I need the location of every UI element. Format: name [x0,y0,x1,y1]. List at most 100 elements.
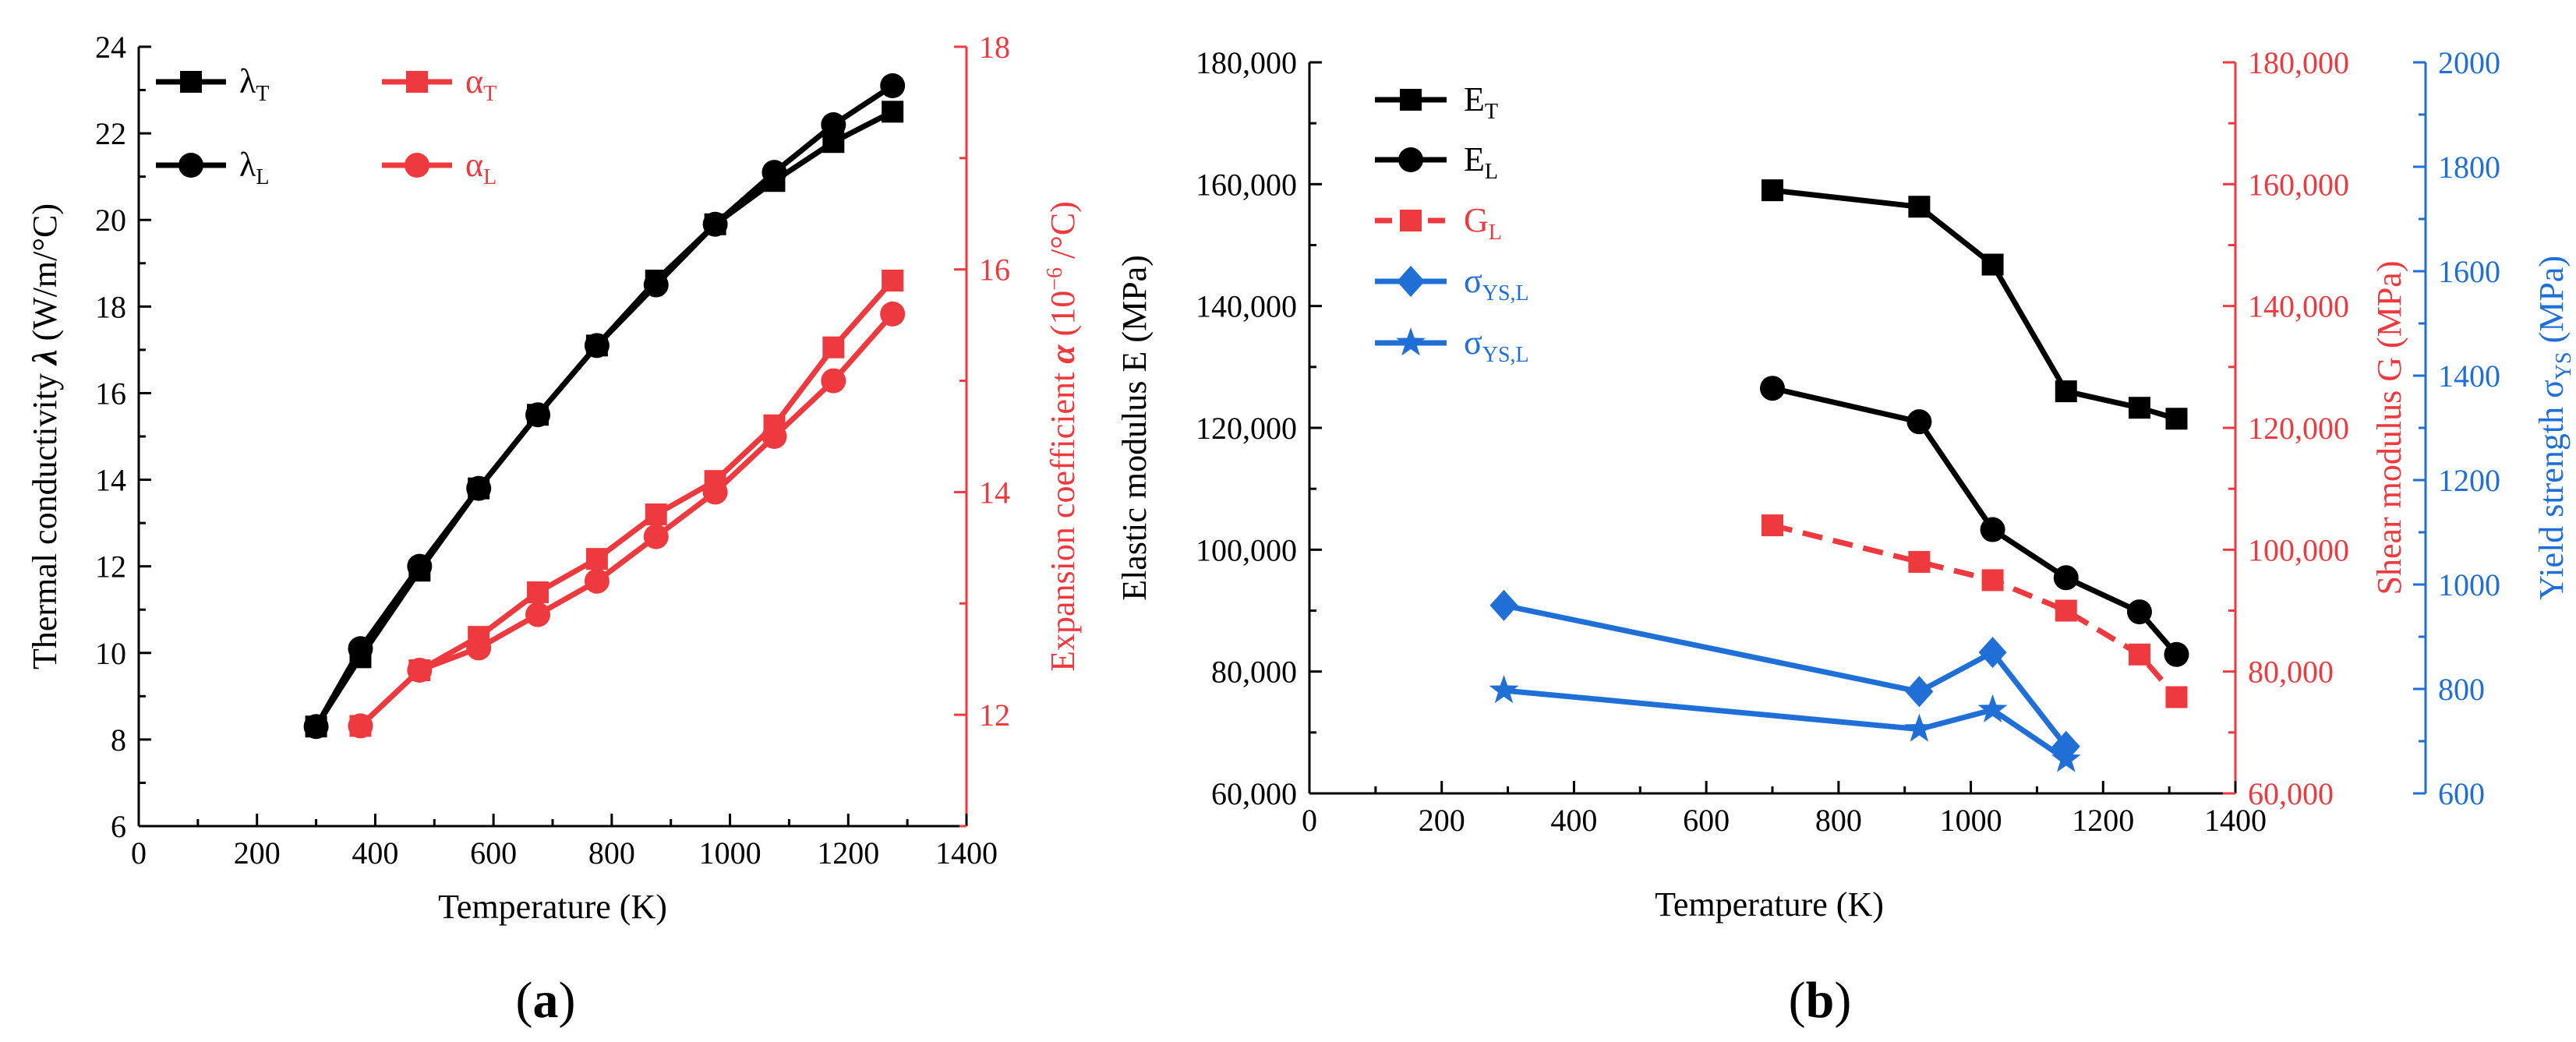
y2-tick-label: 100,000 [2248,532,2349,567]
legend-marker [180,71,202,93]
data-point-λL [643,272,669,298]
chart-a: 0 200 400 600 800 1000 1200 1400 6 8 10 12 14 16 18 20 2… [26,30,1082,926]
data-point-GL [2055,599,2077,622]
legend-label: αT [465,62,496,106]
x-tick-label: 1000 [1940,803,2002,838]
y2-tick-label: 16 [979,253,1010,288]
data-point-αL [348,713,373,739]
data-point-λL [880,73,906,98]
x-tick-label: 200 [1419,803,1465,838]
x-tick-label: 600 [470,835,517,871]
data-point-αT [822,336,845,359]
x-tick-label: 800 [588,835,635,871]
data-point-EL [1980,517,2005,542]
y-tick-label: 20 [95,203,126,238]
data-point-GL [1981,569,2004,592]
y2-tick-label: 140,000 [2248,289,2349,324]
data-point-αL [761,424,787,449]
panel-label-b: (b) [1789,972,1852,1029]
y2-tick-label: 60,000 [2248,776,2334,811]
x-tick-label: 600 [1683,803,1730,838]
y-tick-label: 120,000 [1196,411,1297,446]
series-line-EL [1772,385,2179,657]
legend-marker [178,153,203,178]
x-axis-title: Temperature (K) [438,888,667,926]
y3-tick-label: 800 [2438,672,2485,707]
y3-tick-label: 1600 [2438,254,2500,289]
data-point-λL [761,160,787,185]
y-tick-label: 24 [95,30,126,65]
y3-axis-title: Yield strength σYS (MPa) [2532,256,2576,600]
data-point-EL [1906,409,1932,435]
data-point-αL [643,524,669,549]
y2-tick-label: 180,000 [2248,45,2349,80]
legend-label: EL [1464,140,1498,184]
data-point-σYS,L [1978,637,2007,669]
x-tick-label: 1400 [2204,803,2267,838]
x-axis-title: Temperature (K) [1655,885,1884,924]
series-line-σYS,L [1504,687,2068,762]
data-point-σYS,L [1489,589,1518,621]
data-point-GL [1908,550,1931,573]
data-point-αL [466,635,492,661]
data-point-EL [2053,565,2079,591]
data-point-αT [645,503,667,525]
x-tick-label: 400 [1550,803,1597,838]
legend-label: σYS,L [1464,262,1529,306]
legend-marker [1398,147,1423,172]
x-tick-label: 0 [131,835,147,871]
legend-marker [1397,266,1425,297]
y2-tick-label: 80,000 [2248,655,2334,690]
y-tick-label: 16 [95,376,126,411]
data-point-σYS,L [2051,744,2081,772]
legend-marker [1400,210,1422,231]
x-tick-label: 0 [1302,803,1317,838]
data-point-λT [882,101,904,123]
y2-tick-label: 14 [979,475,1010,510]
y-tick-label: 60,000 [1211,776,1297,811]
data-point-λL [525,402,551,428]
y-tick-label: 12 [95,549,126,585]
legend-label: αL [465,146,496,189]
series-line-ET [1772,187,2178,422]
y2-tick-label: 18 [979,30,1010,65]
y-tick-label: 180,000 [1196,45,1297,80]
y-tick-label: 22 [95,116,126,151]
y-tick-label: 160,000 [1196,167,1297,202]
data-point-λL [702,211,728,237]
data-point-σYS,L [1905,676,1934,708]
y3-tick-label: 600 [2438,776,2485,811]
data-point-GL [1762,514,1783,537]
y3-tick-label: 1200 [2438,463,2500,498]
data-point-λL [821,112,846,137]
data-point-αL [584,568,610,594]
data-point-ET [1762,179,1783,202]
x-tick-label: 1200 [2072,803,2134,838]
y-axis-title: Thermal conductivity λ (W/m/°C) [26,203,64,669]
data-point-ET [2055,380,2077,403]
y2-axis-title: Shear modulus G (MPa) [2370,261,2408,595]
y3-tick-label: 1000 [2438,567,2500,602]
data-point-λL [407,553,433,579]
data-point-λL [584,333,610,359]
x-tick-label: 1000 [699,835,761,871]
y3-tick-label: 1400 [2438,359,2500,394]
data-point-ET [1981,253,2004,276]
data-point-σYS,L [1489,675,1519,704]
y-tick-label: 14 [95,463,126,498]
data-point-GL [2128,643,2150,666]
data-point-αL [525,602,551,627]
data-point-αT [527,581,549,603]
y2-axis-title: Expansion coefficient α (10−6 /°C) [1043,201,1082,672]
legend-label: ET [1464,80,1498,124]
y2-tick-label: 12 [979,698,1010,733]
y-axis-title: Elastic modulus E (MPa) [1115,255,1154,601]
legend-marker [1396,327,1426,356]
data-point-αL [821,368,846,394]
y-tick-label: 80,000 [1211,655,1297,690]
data-point-EL [2126,599,2152,625]
x-tick-label: 200 [234,835,281,871]
panel-label-a: (a) [516,972,576,1029]
